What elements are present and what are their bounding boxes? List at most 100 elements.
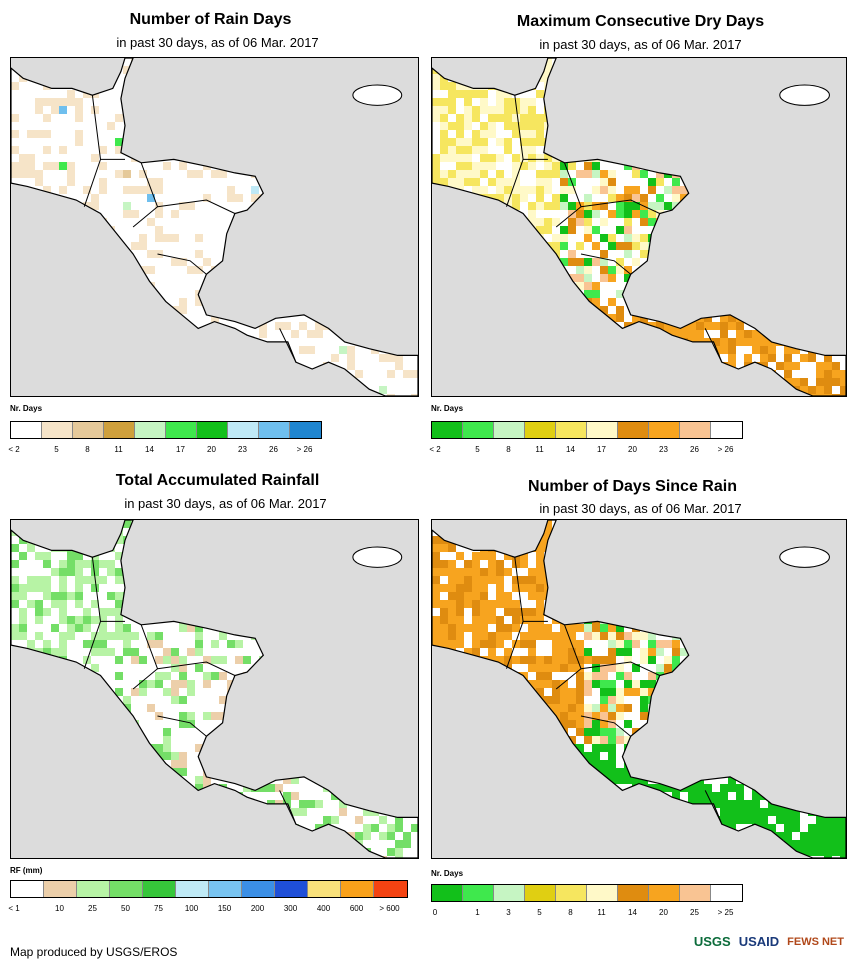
raster-cell: [440, 354, 448, 362]
raster-cell: [808, 154, 816, 162]
raster-cell: [632, 74, 640, 82]
raster-cell: [696, 170, 704, 178]
raster-cell: [472, 114, 480, 122]
raster-cell: [472, 146, 480, 154]
raster-cell: [67, 856, 75, 858]
raster-cell: [67, 808, 75, 816]
raster-cell: [139, 568, 147, 576]
raster-cell: [768, 394, 776, 396]
raster-cell: [616, 600, 624, 608]
raster-cell: [91, 856, 99, 858]
raster-cell: [115, 632, 123, 640]
raster-cell: [35, 250, 43, 258]
raster-cell: [355, 66, 363, 74]
raster-cell: [91, 394, 99, 396]
raster-cell: [792, 616, 800, 624]
raster-cell: [35, 816, 43, 824]
raster-cell: [472, 744, 480, 752]
raster-cell: [608, 170, 616, 178]
raster-cell: [371, 266, 379, 274]
raster-cell: [808, 258, 816, 266]
raster-cell: [560, 66, 568, 74]
raster-cell: [640, 760, 648, 768]
raster-cell: [115, 114, 123, 122]
raster-cell: [99, 226, 107, 234]
raster-cell: [672, 258, 680, 266]
raster-cell: [760, 584, 768, 592]
raster-cell: [624, 632, 632, 640]
raster-cell: [355, 178, 363, 186]
raster-cell: [235, 656, 243, 664]
raster-cell: [568, 306, 576, 314]
raster-cell: [696, 760, 704, 768]
raster-cell: [19, 632, 27, 640]
raster-cell: [251, 528, 259, 536]
raster-cell: [680, 122, 688, 130]
raster-cell: [331, 130, 339, 138]
raster-cell: [472, 616, 480, 624]
raster-cell: [728, 568, 736, 576]
raster-cell: [371, 736, 379, 744]
raster-cell: [768, 552, 776, 560]
raster-cell: [552, 608, 560, 616]
raster-cell: [680, 362, 688, 370]
raster-cell: [155, 378, 163, 386]
raster-cell: [728, 234, 736, 242]
raster-cell: [59, 808, 67, 816]
raster-cell: [99, 760, 107, 768]
raster-cell: [704, 114, 712, 122]
raster-cell: [440, 528, 448, 536]
raster-cell: [648, 298, 656, 306]
raster-cell: [576, 768, 584, 776]
raster-cell: [19, 672, 27, 680]
raster-cell: [275, 290, 283, 298]
raster-cell: [680, 162, 688, 170]
raster-cell: [728, 146, 736, 154]
raster-cell: [656, 608, 664, 616]
raster-cell: [768, 544, 776, 552]
raster-cell: [768, 688, 776, 696]
raster-cell: [752, 346, 760, 354]
raster-cell: [640, 704, 648, 712]
raster-cell: [808, 194, 816, 202]
raster-cell: [139, 840, 147, 848]
raster-cell: [840, 712, 846, 720]
raster-cell: [704, 274, 712, 282]
raster-cell: [688, 154, 696, 162]
raster-cell: [43, 688, 51, 696]
raster-cell: [656, 736, 664, 744]
raster-cell: [163, 704, 171, 712]
raster-cell: [219, 680, 227, 688]
raster-cell: [512, 624, 520, 632]
raster-cell: [616, 568, 624, 576]
raster-cell: [19, 688, 27, 696]
raster-cell: [712, 266, 720, 274]
raster-cell: [456, 90, 464, 98]
raster-cell: [75, 114, 83, 122]
raster-cell: [496, 768, 504, 776]
raster-cell: [656, 552, 664, 560]
raster-cell: [195, 362, 203, 370]
raster-cell: [251, 680, 259, 688]
raster-cell: [179, 584, 187, 592]
raster-cell: [544, 528, 552, 536]
raster-cell: [792, 600, 800, 608]
raster-cell: [411, 58, 418, 66]
raster-cell: [832, 266, 840, 274]
raster-cell: [67, 370, 75, 378]
raster-cell: [592, 378, 600, 386]
raster-cell: [488, 74, 496, 82]
raster-cell: [664, 138, 672, 146]
raster-cell: [768, 568, 776, 576]
raster-cell: [299, 600, 307, 608]
raster-cell: [648, 720, 656, 728]
raster-cell: [640, 346, 648, 354]
raster-cell: [496, 656, 504, 664]
raster-cell: [840, 242, 846, 250]
raster-cell: [632, 58, 640, 66]
raster-cell: [211, 98, 219, 106]
raster-cell: [163, 832, 171, 840]
raster-cell: [235, 840, 243, 848]
raster-cell: [632, 616, 640, 624]
raster-cell: [760, 624, 768, 632]
